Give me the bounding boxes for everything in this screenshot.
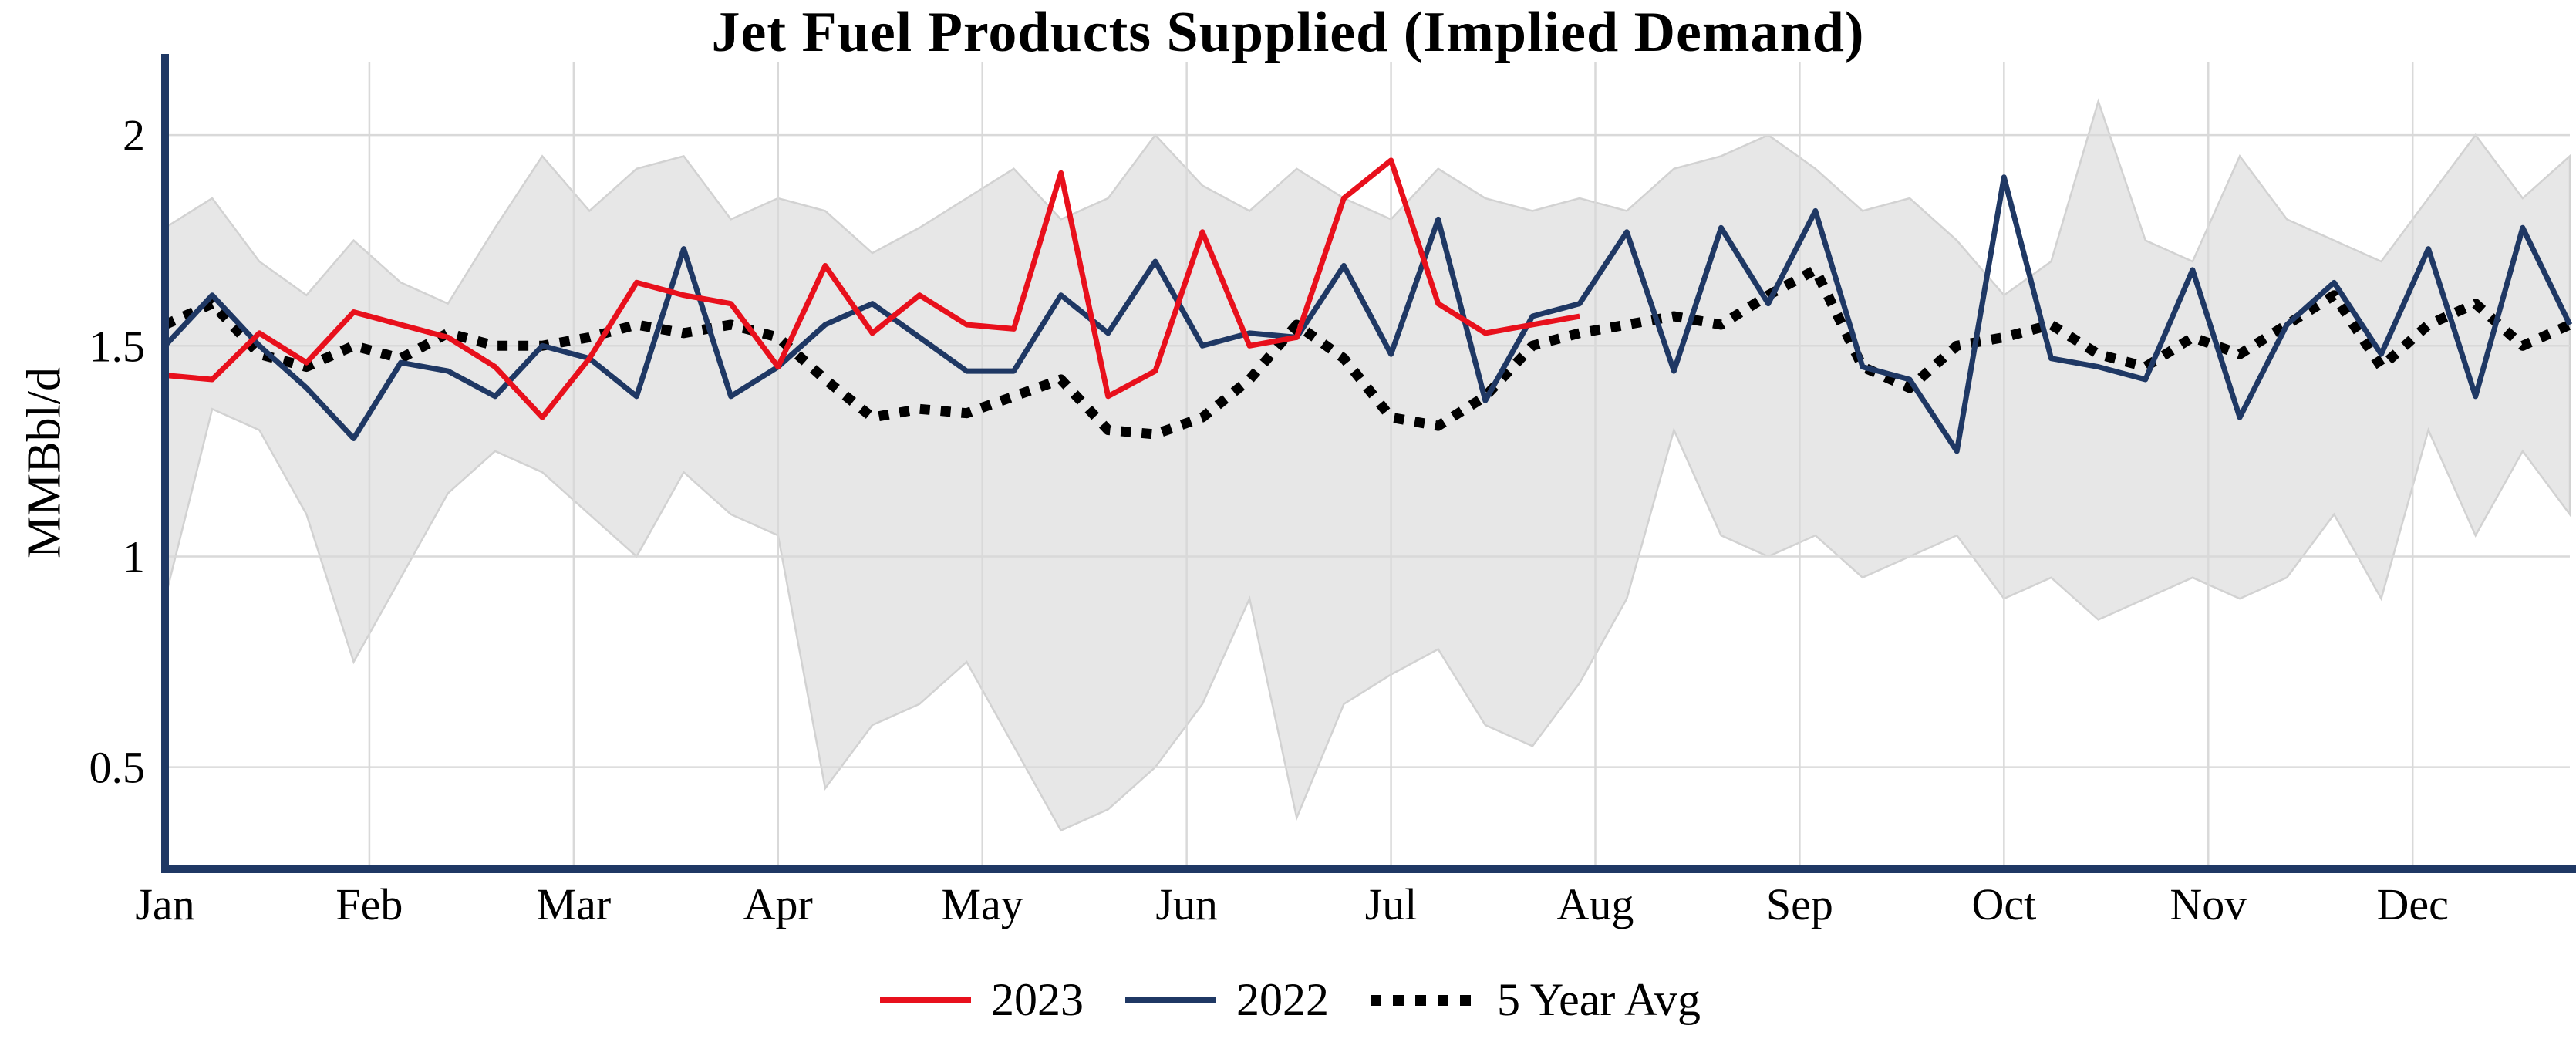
- x-tick-label: Sep: [1766, 879, 1833, 929]
- legend-sample-5yr-avg-line: [1371, 994, 1478, 1006]
- y-tick-label: 1.5: [89, 321, 146, 371]
- series-line-2022: [163, 174, 2573, 454]
- y-tick-label: 0.5: [89, 743, 146, 793]
- x-tick-label: Feb: [335, 879, 403, 929]
- chart-title: Jet Fuel Products Supplied (Implied Dema…: [711, 1, 1865, 64]
- x-tick-label: Oct: [1971, 879, 2036, 929]
- legend-item-2022: 2022: [1121, 973, 1329, 1027]
- legend-item-5yr-avg: 5 Year Avg: [1366, 973, 1701, 1027]
- x-tick-label: Dec: [2377, 879, 2449, 929]
- y-tick-label: 2: [123, 110, 145, 160]
- x-tick-label: Apr: [743, 879, 813, 929]
- y-tick-label: 1: [123, 531, 145, 582]
- x-tick-label: Jan: [135, 879, 194, 929]
- legend-label-2023: 2023: [991, 974, 1084, 1025]
- x-tick-label: Nov: [2170, 879, 2247, 929]
- legend-sample-2023-line: [880, 997, 972, 1003]
- legend-label-5yr-avg: 5 Year Avg: [1497, 974, 1701, 1025]
- x-tick-label: Aug: [1557, 879, 1634, 929]
- x-tick-label: May: [942, 879, 1023, 929]
- series-line-2023: [164, 157, 1580, 420]
- legend: 2023 2022 5 Year Avg: [0, 973, 2576, 1027]
- legend-sample-2022-line: [1125, 997, 1217, 1003]
- legend-item-2023: 2023: [875, 973, 1084, 1027]
- x-tick-label: Mar: [537, 879, 612, 929]
- x-tick-label: Jul: [1365, 879, 1418, 929]
- legend-label-2022: 2022: [1236, 974, 1330, 1025]
- x-tick-label: Jun: [1155, 879, 1218, 929]
- series-line-5-year-avg: [163, 265, 2572, 440]
